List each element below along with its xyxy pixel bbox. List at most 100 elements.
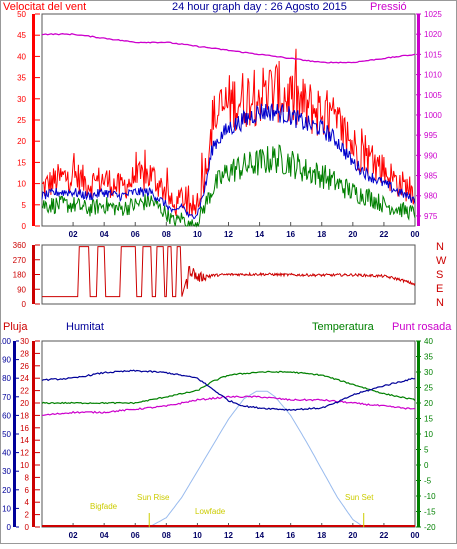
wind-axis-bar	[32, 14, 35, 226]
x-tick-label: 06	[131, 531, 140, 540]
temperature-tick-label: 5	[424, 446, 429, 455]
direction-plot-frame	[41, 244, 416, 305]
wind-tick-label: 45	[17, 31, 26, 40]
humidity-tick-label: 0	[7, 523, 12, 532]
temperature-tick-label: 40	[424, 337, 433, 346]
rain-tick-label: 10	[20, 461, 29, 470]
direction-label-e: E	[436, 283, 443, 295]
x-tick-label: 08	[162, 230, 171, 239]
wind-tick-label: 15	[17, 158, 26, 167]
x-tick-label: 22	[379, 531, 388, 540]
rain-tick-label: 6	[25, 486, 30, 495]
rain-tick-label: 8	[25, 473, 30, 482]
humidity-tick-label: 30	[2, 467, 11, 476]
x-tick-label: 12	[224, 531, 233, 540]
rain-tick-label: 18	[20, 411, 29, 420]
solar-line	[148, 390, 364, 528]
pressure-line	[41, 32, 416, 64]
header-wind-label: Velocitat del vent	[3, 1, 86, 13]
wind-avg-line	[41, 103, 416, 220]
pressure-tick-label: 985	[424, 172, 438, 181]
humidity-tick-label: 40	[2, 449, 11, 458]
direction-tick-label: 270	[13, 256, 27, 265]
annotation-sunset: Sun Set	[345, 493, 374, 502]
humidity-tick-label: 20	[2, 486, 11, 495]
temperature-tick-label: -10	[424, 492, 436, 501]
rain-tick-label: 2	[25, 511, 30, 520]
humidity-tick-label: 100	[0, 337, 12, 346]
rain-tick-label: 28	[20, 349, 29, 358]
x-tick-label: 16	[286, 531, 295, 540]
humidity-tick-label: 90	[2, 356, 11, 365]
header-temperature-label: Temperatura	[312, 321, 375, 333]
x-tick-label: 02	[69, 230, 78, 239]
rain-tick-label: 26	[20, 362, 29, 371]
temperature-tick-label: 10	[424, 430, 433, 439]
pressure-tick-label: 980	[424, 192, 438, 201]
header-dewpoint-label: Punt rosada	[392, 321, 452, 333]
wind-tick-label: 40	[17, 52, 26, 61]
humidity-axis-bar	[13, 341, 16, 527]
header-title: 24 hour graph day : 26 Agosto 2015	[172, 1, 347, 13]
temperature-tick-label: 35	[424, 353, 433, 362]
direction-label-s: S	[436, 269, 443, 281]
humidity-tick-label: 80	[2, 374, 11, 383]
temperature-tick-label: 30	[424, 368, 433, 377]
header-pressure-label: Pressió	[370, 1, 407, 13]
temperature-tick-label: -5	[424, 477, 432, 486]
x-tick-label: 20	[348, 230, 357, 239]
header-rain-label: Pluja	[3, 321, 28, 333]
x-tick-label: 22	[379, 230, 388, 239]
temperature-tick-label: -15	[424, 508, 436, 517]
temperature-tick-label: 25	[424, 384, 433, 393]
rain-tick-label: 24	[20, 374, 29, 383]
x-tick-label: 00	[411, 230, 420, 239]
x-tick-label: 14	[255, 531, 264, 540]
pressure-tick-label: 1015	[424, 50, 442, 59]
wind-tick-label: 10	[17, 180, 26, 189]
wind-tick-label: 25	[17, 116, 26, 125]
annotation-bigfade: Bigfade	[90, 502, 118, 511]
direction-tick-label: 0	[22, 300, 27, 309]
rain-tick-label: 20	[20, 399, 29, 408]
pressure-tick-label: 1025	[424, 10, 442, 19]
x-tick-label: 18	[317, 230, 326, 239]
wind-direction-line	[42, 246, 416, 298]
pressure-tick-label: 1000	[424, 111, 442, 120]
direction-tick-label: 360	[13, 241, 27, 250]
wind-tick-label: 5	[22, 201, 27, 210]
wind-plot-frame	[41, 13, 416, 227]
rain-tick-label: 12	[20, 449, 29, 458]
x-tick-label: 18	[317, 531, 326, 540]
x-tick-label: 20	[348, 531, 357, 540]
pressure-tick-label: 990	[424, 151, 438, 160]
wind-direction-panel: 0 90 180 270 360	[13, 241, 416, 309]
wind-tick-label: 20	[17, 137, 26, 146]
rain-tick-label: 4	[25, 498, 30, 507]
wind-pressure-panel: 0510152025303540455097598098599099510001…	[17, 10, 442, 239]
rain-tick-label: 30	[20, 337, 29, 346]
wind-tick-label: 50	[17, 10, 26, 19]
x-tick-label: 14	[255, 230, 264, 239]
direction-tick-label: 180	[13, 271, 27, 280]
header-humidity-label: Humitat	[66, 321, 104, 333]
dewpoint-line	[42, 395, 416, 416]
temperature-line	[41, 370, 416, 405]
direction-label-w: W	[436, 255, 447, 267]
humidity-tick-label: 10	[2, 504, 11, 513]
x-tick-label: 00	[411, 531, 420, 540]
x-tick-label: 10	[193, 230, 202, 239]
rain-tick-label: 16	[20, 424, 29, 433]
temperature-tick-label: 20	[424, 399, 433, 408]
humidity-tick-label: 60	[2, 411, 11, 420]
temperature-tick-label: 15	[424, 415, 433, 424]
pressure-axis-bar	[417, 14, 420, 226]
annotation-sunrise: Sun Rise	[137, 493, 170, 502]
wind-tick-label: 35	[17, 74, 26, 83]
direction-label-n1: N	[436, 241, 444, 253]
temperature-tick-label: -20	[424, 523, 436, 532]
direction-tick-label: 90	[17, 285, 26, 294]
wind-low-line	[41, 144, 416, 228]
